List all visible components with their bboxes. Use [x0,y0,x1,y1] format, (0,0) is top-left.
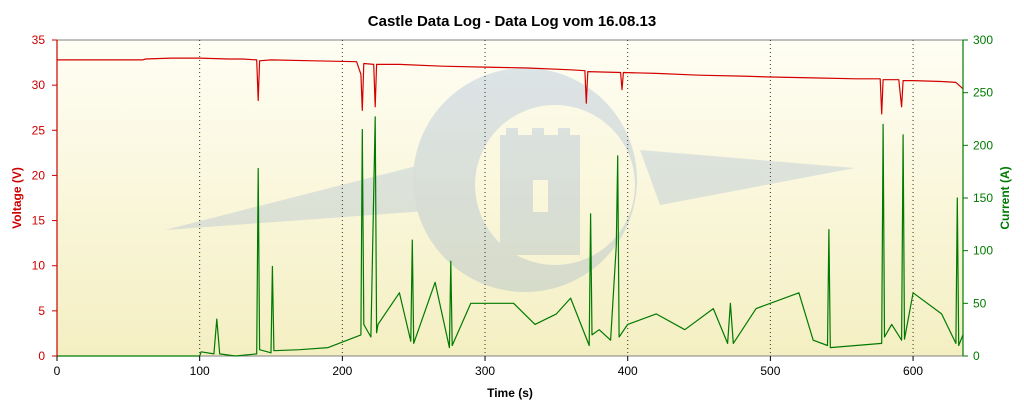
left-tick-label: 0 [38,349,45,363]
right-tick-label: 50 [973,296,987,310]
right-tick-label: 150 [973,191,993,205]
x-axis: 0 100 200 300 400 500 600 [54,356,923,378]
left-tick-label: 20 [32,168,46,182]
right-tick-label: 0 [973,349,980,363]
current-line [57,116,964,357]
left-tick-label: 10 [32,259,46,273]
current-series [57,116,964,357]
left-tick-label: 5 [38,304,45,318]
grid-lines [199,40,914,356]
x-axis-label: Time (s) [487,386,533,400]
left-axis-label: Voltage (V) [10,167,24,229]
chart-title: Castle Data Log - Data Log vom 16.08.13 [368,13,656,30]
right-y-axis: 0 50 100 150 200 250 300 [962,33,993,363]
left-tick-label: 15 [32,214,46,228]
right-tick-label: 300 [973,33,993,47]
plot-area [56,39,964,357]
left-tick-label: 25 [32,123,46,137]
right-tick-label: 100 [973,244,993,258]
left-tick-label: 35 [32,33,46,47]
right-axis-label: Current (A) [998,166,1012,229]
x-tick-label: 200 [332,364,352,378]
left-y-axis: 0 5 10 15 20 25 30 35 [32,33,58,363]
voltage-series [57,57,964,115]
left-tick-label: 30 [32,78,46,92]
x-tick-label: 500 [760,364,780,378]
x-tick-label: 300 [475,364,495,378]
voltage-line [57,57,964,115]
x-tick-label: 100 [190,364,210,378]
right-tick-label: 200 [973,138,993,152]
right-tick-label: 250 [973,86,993,100]
x-tick-label: 400 [618,364,638,378]
x-tick-label: 0 [54,364,61,378]
watermark-logo [165,68,855,292]
x-tick-label: 600 [903,364,923,378]
